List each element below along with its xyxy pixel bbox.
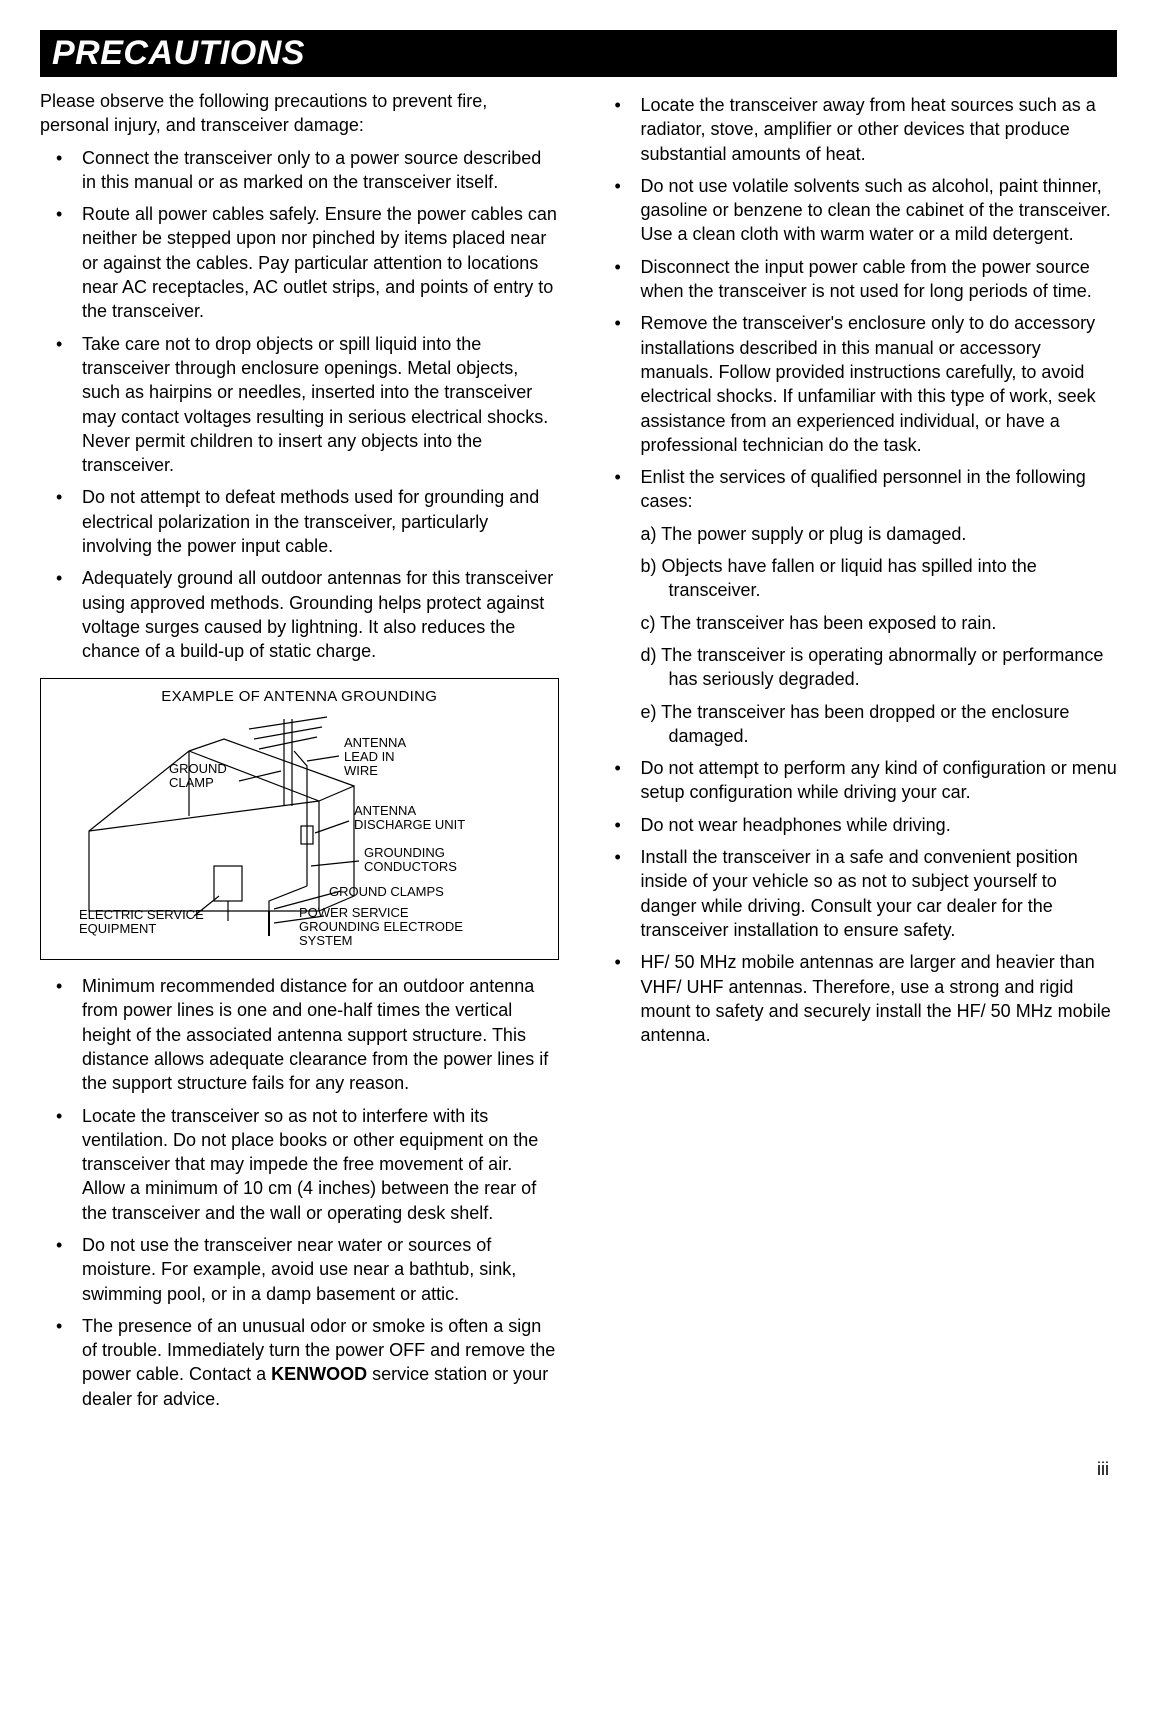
- col2-list-top: Locate the transceiver away from heat so…: [599, 93, 1118, 1047]
- label-grounding-cond: GROUNDING: [364, 845, 445, 860]
- sublist-item: c) The transceiver has been exposed to r…: [641, 611, 1118, 635]
- label-electric-svc: ELECTRIC SERVICE: [79, 907, 204, 922]
- list-item: Do not attempt to defeat methods used fo…: [40, 485, 559, 558]
- list-item: Adequately ground all outdoor antennas f…: [40, 566, 559, 663]
- sublist-item: a) The power supply or plug is damaged.: [641, 522, 1118, 546]
- label-electric-svc-2: EQUIPMENT: [79, 921, 156, 936]
- list-item: HF/ 50 MHz mobile antennas are larger an…: [599, 950, 1118, 1047]
- list-item-qualified: Enlist the services of qualified personn…: [599, 465, 1118, 748]
- label-antenna-lead-3: WIRE: [344, 763, 378, 778]
- list-item: Do not use the transceiver near water or…: [40, 1233, 559, 1306]
- list-item: Do not use volatile solvents such as alc…: [599, 174, 1118, 247]
- header-bar: PRECAUTIONS: [40, 30, 1117, 77]
- list-item: Remove the transceiver's enclosure only …: [599, 311, 1118, 457]
- label-antenna-lead: ANTENNA: [344, 735, 406, 750]
- col1-list-top: Connect the transceiver only to a power …: [40, 146, 559, 664]
- qualified-sublist: a) The power supply or plug is damaged. …: [641, 522, 1118, 748]
- sublist-item: e) The transceiver has been dropped or t…: [641, 700, 1118, 749]
- text-bold: KENWOOD: [271, 1364, 367, 1384]
- page-number: iii: [40, 1459, 1117, 1480]
- list-item: Minimum recommended distance for an outd…: [40, 974, 559, 1095]
- col1-list-bottom: Minimum recommended distance for an outd…: [40, 974, 559, 1411]
- list-item: Install the transceiver in a safe and co…: [599, 845, 1118, 942]
- qualified-lead: Enlist the services of qualified personn…: [641, 467, 1086, 511]
- list-item: Do not wear headphones while driving.: [599, 813, 1118, 837]
- label-antenna-lead-2: LEAD IN: [344, 749, 395, 764]
- sublist-item: b) Objects have fallen or liquid has spi…: [641, 554, 1118, 603]
- list-item: Do not attempt to perform any kind of co…: [599, 756, 1118, 805]
- label-power-svc-3: SYSTEM: [299, 933, 352, 948]
- list-item: Disconnect the input power cable from th…: [599, 255, 1118, 304]
- list-item: Locate the transceiver away from heat so…: [599, 93, 1118, 166]
- label-discharge: ANTENNA: [354, 803, 416, 818]
- label-power-svc: POWER SERVICE: [299, 905, 409, 920]
- list-item: Locate the transceiver so as not to inte…: [40, 1104, 559, 1225]
- label-grounding-cond-2: CONDUCTORS: [364, 859, 457, 874]
- left-column: Please observe the following precautions…: [40, 85, 559, 1419]
- list-item: The presence of an unusual odor or smoke…: [40, 1314, 559, 1411]
- list-item: Connect the transceiver only to a power …: [40, 146, 559, 195]
- label-ground-clamp-2: CLAMP: [169, 775, 214, 790]
- intro-text: Please observe the following precautions…: [40, 89, 559, 138]
- page-title: PRECAUTIONS: [52, 34, 305, 72]
- right-column: Locate the transceiver away from heat so…: [599, 85, 1118, 1419]
- label-ground-clamp: GROUND: [169, 761, 227, 776]
- label-power-svc-2: GROUNDING ELECTRODE: [299, 919, 463, 934]
- sublist-item: d) The transceiver is operating abnormal…: [641, 643, 1118, 692]
- list-item: Route all power cables safely. Ensure th…: [40, 202, 559, 323]
- antenna-diagram-svg: GROUND CLAMP ANTENNA LEAD IN WIRE ANTENN…: [59, 711, 539, 951]
- list-item: Take care not to drop objects or spill l…: [40, 332, 559, 478]
- diagram-title: EXAMPLE OF ANTENNA GROUNDING: [49, 689, 550, 706]
- page: PRECAUTIONS Please observe the following…: [0, 0, 1157, 1520]
- label-discharge-2: DISCHARGE UNIT: [354, 817, 465, 832]
- antenna-grounding-diagram: EXAMPLE OF ANTENNA GROUNDING: [40, 678, 559, 961]
- content-columns: Please observe the following precautions…: [40, 85, 1117, 1419]
- label-ground-clamps: GROUND CLAMPS: [329, 884, 444, 899]
